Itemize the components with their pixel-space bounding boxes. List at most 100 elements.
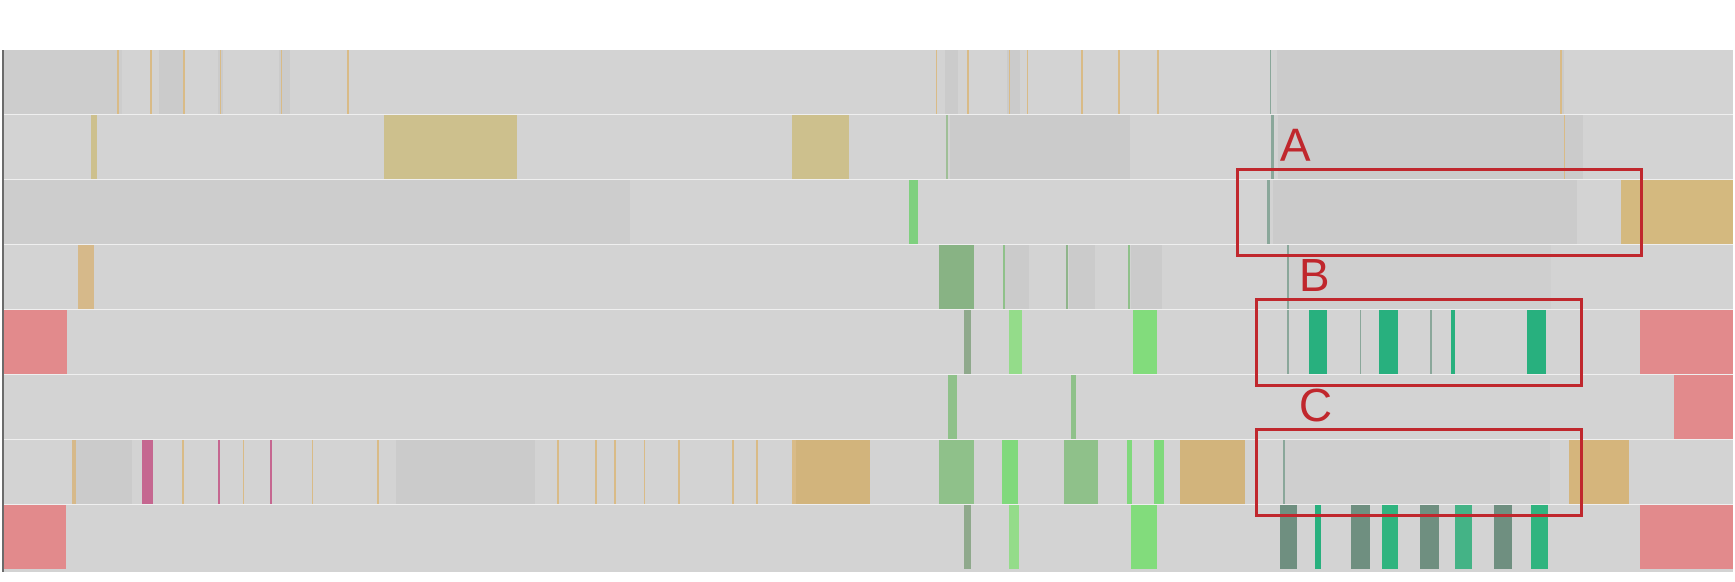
track-segment — [1280, 505, 1298, 569]
track-segment — [614, 440, 617, 504]
track-segment — [795, 440, 871, 504]
track-segment — [1454, 505, 1472, 569]
track-segment — [1420, 505, 1440, 569]
track-segment — [1271, 115, 1274, 179]
track-segment — [1133, 310, 1158, 374]
track-segment — [1359, 310, 1362, 374]
track-row — [4, 310, 1733, 374]
track-segment — [78, 245, 94, 309]
track-segment — [756, 440, 758, 504]
track-segment — [946, 115, 949, 179]
track-segment — [219, 50, 222, 114]
track-segment — [1008, 505, 1019, 569]
track-segment — [4, 310, 68, 374]
track-segment — [792, 440, 797, 504]
track-segment — [949, 115, 1130, 179]
track-segment — [1560, 50, 1562, 114]
callout-box-a — [1235, 168, 1644, 257]
track-segment — [396, 440, 535, 504]
track-segment — [792, 115, 849, 179]
track-segment — [347, 50, 349, 114]
track-segment — [939, 440, 974, 504]
track-segment — [150, 50, 152, 114]
track-segment — [595, 440, 598, 504]
track-segment — [1008, 50, 1011, 114]
track-segment — [91, 115, 98, 179]
track-segment — [242, 440, 245, 504]
track-segment — [1179, 440, 1246, 504]
track-segment — [1008, 310, 1022, 374]
track-segment — [963, 505, 971, 569]
track-segment — [117, 50, 119, 114]
track-segment — [278, 50, 291, 114]
track-segment — [4, 50, 123, 114]
row-separator — [4, 439, 1733, 440]
track-segment — [1005, 245, 1030, 309]
track-segment — [383, 115, 518, 179]
track-segment — [948, 375, 957, 439]
track-segment — [1002, 440, 1019, 504]
callout-label-b: B — [1298, 249, 1330, 301]
track-segment — [1382, 505, 1398, 569]
track-segment — [4, 505, 67, 569]
track-segment — [158, 50, 184, 114]
track-segment — [1494, 505, 1512, 569]
track-segment — [643, 440, 646, 504]
track-segment — [72, 440, 76, 504]
track-segment — [377, 440, 380, 504]
track-segment — [1527, 310, 1547, 374]
track-segment — [270, 440, 272, 504]
track-segment — [678, 440, 681, 504]
track-segment — [1269, 50, 1272, 114]
track-segment — [1267, 180, 1270, 244]
track-segment — [1620, 180, 1733, 244]
track-segment — [1126, 440, 1133, 504]
track-segment — [1003, 245, 1006, 309]
track-segment — [1070, 375, 1076, 439]
track-segment — [1118, 50, 1120, 114]
track-segment — [1430, 310, 1433, 374]
row-separator — [4, 179, 1733, 180]
track-segment — [1069, 245, 1095, 309]
track-segment — [1568, 440, 1630, 504]
track-segment — [1283, 440, 1286, 504]
track-segment — [731, 440, 734, 504]
track-segment — [1563, 115, 1566, 179]
row-separator — [4, 244, 1733, 245]
track-segment — [909, 180, 918, 244]
row-separator — [4, 309, 1733, 310]
track-segment — [311, 440, 314, 504]
track-segment — [1639, 505, 1733, 569]
callout-box-b — [1254, 298, 1583, 387]
track-segment — [1081, 50, 1083, 114]
row-separator — [4, 114, 1733, 115]
track-segment — [1286, 310, 1289, 374]
track-segment — [75, 440, 132, 504]
track-segment — [1131, 245, 1163, 309]
track-segment — [1674, 375, 1733, 439]
track-segment — [1153, 440, 1165, 504]
callout-box-c — [1254, 428, 1583, 517]
track-segment — [1309, 310, 1327, 374]
row-separator — [4, 504, 1733, 505]
track-segment — [1065, 245, 1069, 309]
track-segment — [4, 180, 630, 244]
track-segment — [1006, 50, 1021, 114]
track-segment — [1131, 505, 1158, 569]
track-segment — [1026, 50, 1029, 114]
track-segment — [935, 50, 938, 114]
track-segment — [1157, 50, 1159, 114]
track-segment — [939, 245, 974, 309]
track-segment — [557, 440, 559, 504]
track-segment — [1350, 505, 1370, 569]
track-segment — [1451, 310, 1456, 374]
track-segment — [1379, 310, 1399, 374]
track-segment — [1276, 50, 1564, 114]
track-segment — [1127, 245, 1131, 309]
track-segment — [1285, 440, 1550, 504]
track-segment — [280, 50, 283, 114]
track-segment — [1286, 245, 1289, 309]
track-segment — [183, 50, 185, 114]
track-segment — [1530, 505, 1548, 569]
track-segment — [218, 440, 221, 504]
